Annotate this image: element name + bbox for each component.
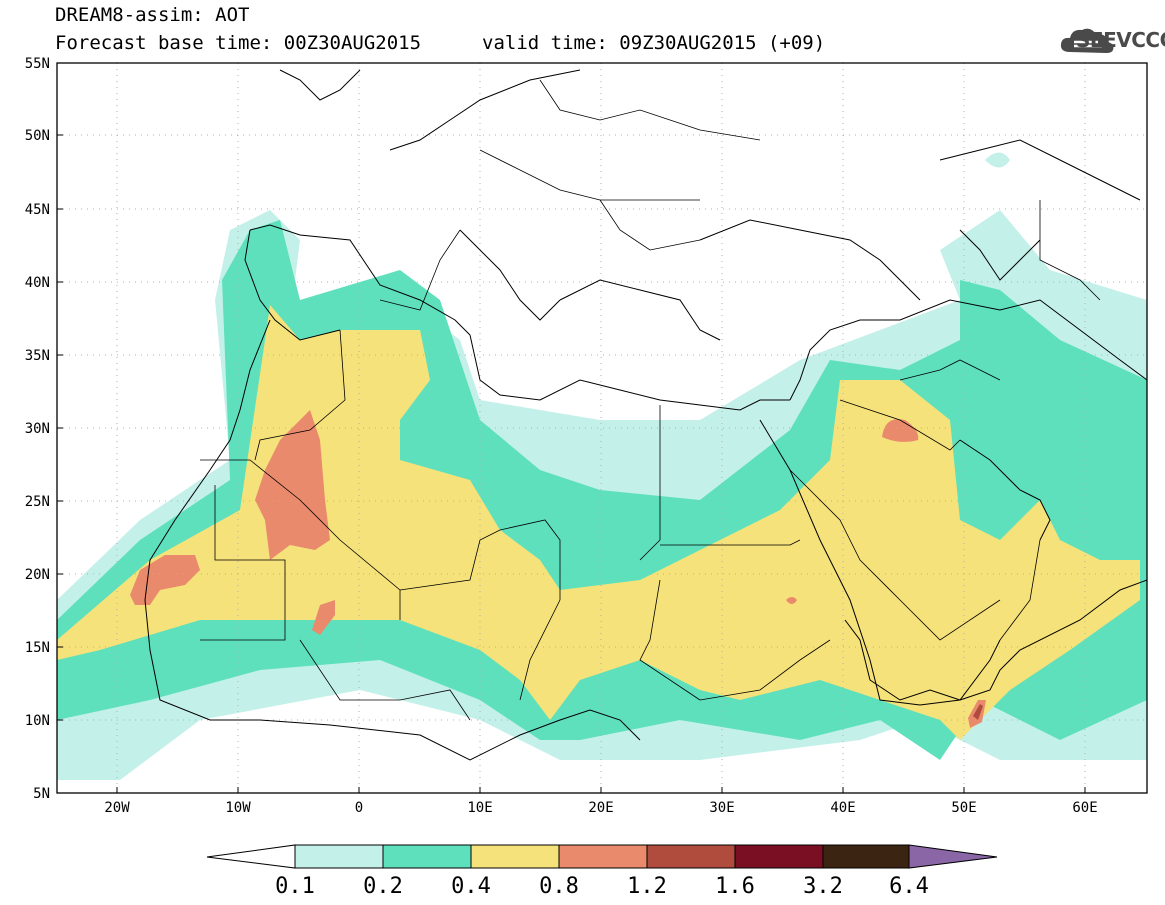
colorbar-bin [822,844,910,869]
forecast-base-time: Forecast base time: 00Z30AUG2015 [55,32,422,54]
lat-labels: 55N 50N 45N 40N 35N 30N 25N 20N 15N 10N … [25,56,50,802]
aot-contours [57,152,1147,780]
lon-label: 40E [830,800,855,816]
lat-label: 30N [25,421,50,437]
aot-band-0.8-sahara [255,410,330,560]
lon-label: 20W [104,800,130,816]
colorbar-bin [558,844,648,869]
lat-label: 5N [33,786,50,802]
aot-band-0.8-mauritania [130,555,200,605]
tick-marks [57,62,1086,794]
colorbar-label: 0.1 [275,874,315,899]
colorbar-label: 6.4 [889,874,929,899]
colorbar-over-arrow [908,844,998,869]
aot-band-0.8-mali [312,600,335,635]
aot-band-0.8-iraq [882,419,919,442]
aot-band-0.1-north [985,152,1010,168]
colorbar-label: 1.2 [627,874,667,899]
colorbar: 0.1 0.2 0.4 0.8 1.2 1.6 3.2 6.4 [206,844,998,899]
lon-label: 20E [588,800,613,816]
aot-band-0.4 [57,305,1140,740]
lon-label: 10E [467,800,492,816]
colorbar-bin [294,844,384,869]
colorbar-bin [470,844,560,869]
colorbar-label: 3.2 [803,874,843,899]
lon-labels: 20W 10W 0 10E 20E 30E 40E 50E 60E [104,800,1097,816]
lat-label: 50N [25,128,50,144]
lon-label: 50E [951,800,976,816]
cloud-logo-icon [1060,28,1114,53]
colorbar-bin [734,844,824,869]
lon-label: 60E [1072,800,1097,816]
aot-band-1.2-somalia [973,704,983,720]
lat-label: 55N [25,56,50,72]
lat-label: 20N [25,567,50,583]
aot-band-0.8-sudan [786,597,797,604]
colorbar-label: 0.4 [451,874,491,899]
colorbar-bin [382,844,472,869]
lat-label: 45N [25,202,50,218]
lat-label: 25N [25,494,50,510]
lat-label: 40N [25,275,50,291]
colorbar-label: 0.8 [539,874,579,899]
lat-label: 10N [25,713,50,729]
lon-label: 0 [355,800,363,816]
colorbar-under-arrow [206,844,296,869]
country-borders [200,79,1101,721]
lon-label: 10W [225,800,251,816]
colorbar-label: 0.2 [363,874,403,899]
logo-text: SEEVCCC [1076,28,1165,52]
chart-title: DREAM8-assim: AOT [55,4,250,26]
valid-time: valid time: 09Z30AUG2015 (+09) [482,32,826,54]
colorbar-bin [646,844,736,869]
colorbar-label: 1.6 [715,874,755,899]
lat-label: 35N [25,348,50,364]
lon-label: 30E [709,800,734,816]
lat-label: 15N [25,640,50,656]
coastlines [144,69,1148,761]
